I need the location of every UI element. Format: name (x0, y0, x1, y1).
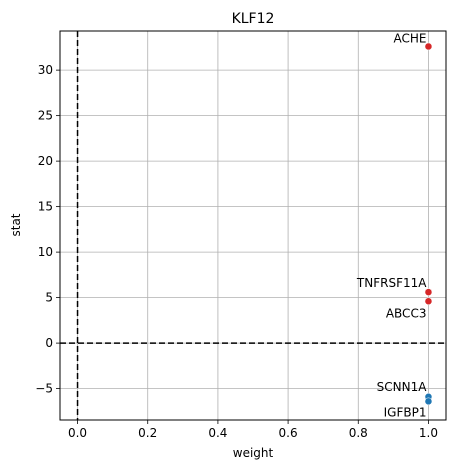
point-label: TNFRSF11A (356, 276, 427, 290)
y-axis: −5 0 5 10 15 20 25 30 (35, 63, 60, 395)
y-axis-label: stat (9, 213, 23, 236)
y-tick-label: 5 (45, 291, 53, 305)
x-tick-label: 0.0 (68, 426, 87, 440)
x-tick-label: 0.2 (138, 426, 157, 440)
point-label: SCNN1A (377, 380, 428, 394)
x-tick-label: 1.0 (419, 426, 438, 440)
y-tick-label: 25 (38, 109, 53, 123)
x-axis-label: weight (233, 446, 274, 460)
point-label: ABCC3 (386, 306, 427, 320)
y-tick-label: 10 (38, 245, 53, 259)
chart-title: KLF12 (232, 11, 275, 27)
point-label: ACHE (393, 31, 426, 45)
reference-lines (60, 31, 446, 420)
data-point (425, 398, 432, 405)
grid (60, 31, 446, 420)
y-tick-label: 15 (38, 200, 53, 214)
x-tick-label: 0.4 (208, 426, 227, 440)
y-tick-label: 30 (38, 63, 53, 77)
x-axis: 0.0 0.2 0.4 0.6 0.8 1.0 (68, 420, 438, 440)
plot-frame (60, 31, 446, 420)
x-tick-label: 0.6 (279, 426, 298, 440)
point-labels: ACHE TNFRSF11A ABCC3 SCNN1A IGFBP1 (356, 31, 427, 419)
y-tick-label: 0 (45, 336, 53, 350)
point-label: IGFBP1 (384, 405, 427, 419)
y-tick-label: −5 (35, 382, 53, 396)
y-tick-label: 20 (38, 154, 53, 168)
data-point (425, 298, 432, 305)
x-tick-label: 0.8 (349, 426, 368, 440)
